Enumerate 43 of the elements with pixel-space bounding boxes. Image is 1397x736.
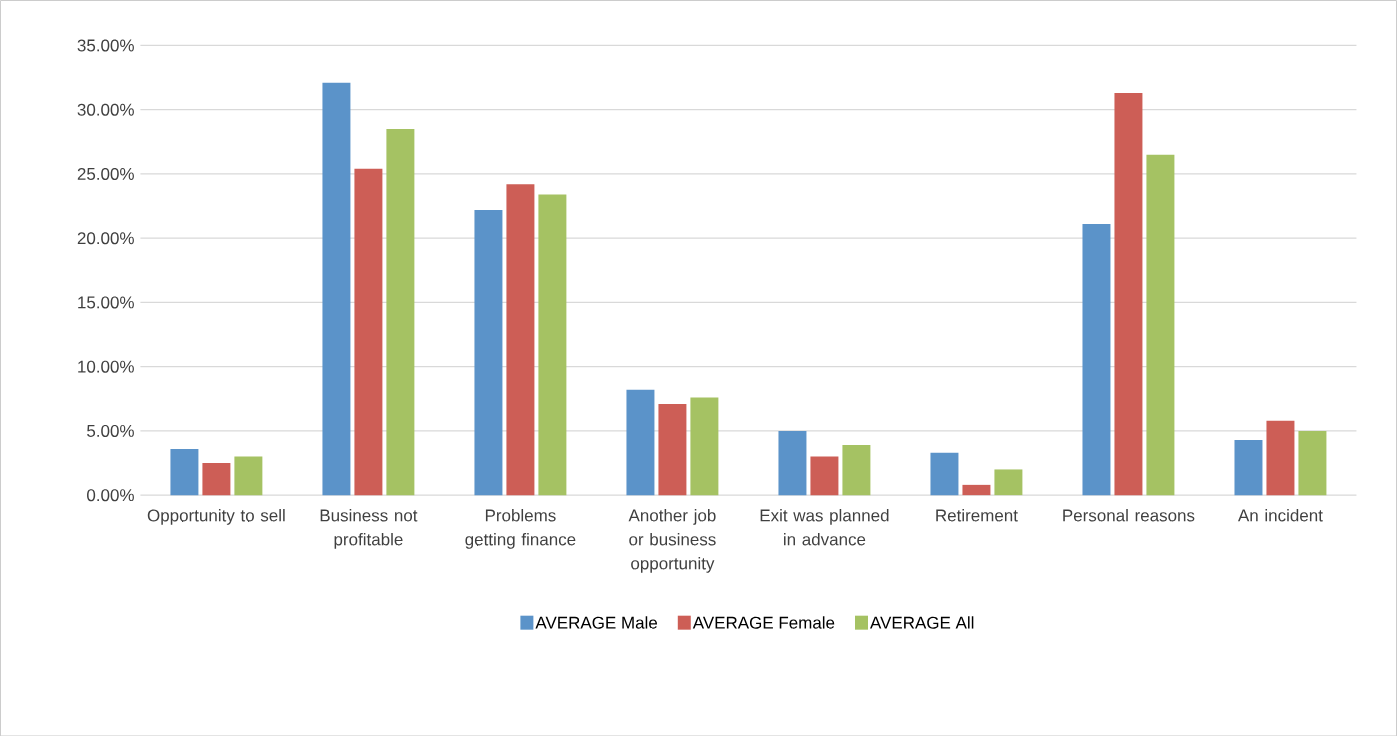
y-tick-label: 25.00% bbox=[77, 167, 134, 180]
bar bbox=[930, 452, 959, 495]
x-tick-label: Opportunity to sell bbox=[147, 508, 285, 525]
bar bbox=[1266, 420, 1295, 495]
bar bbox=[1234, 439, 1263, 495]
bar bbox=[506, 183, 535, 495]
bar bbox=[1082, 223, 1111, 495]
bar bbox=[994, 469, 1023, 495]
y-tick-label: 20.00% bbox=[77, 231, 134, 244]
bar bbox=[354, 168, 383, 495]
x-tick-label: Retirement bbox=[936, 508, 1018, 522]
bar bbox=[626, 389, 655, 495]
y-tick-label: 35.00% bbox=[77, 39, 134, 52]
bar bbox=[810, 456, 839, 495]
x-tick-label: Business not profitable bbox=[320, 508, 418, 549]
y-tick-label: 0.00% bbox=[87, 488, 134, 501]
y-tick-label: 15.00% bbox=[78, 296, 134, 309]
bar bbox=[658, 403, 687, 495]
bar bbox=[690, 397, 719, 495]
bar bbox=[842, 444, 871, 495]
bar bbox=[1146, 154, 1175, 495]
bar bbox=[234, 456, 263, 495]
bar bbox=[322, 82, 351, 495]
y-tick-label: 10.00% bbox=[78, 360, 134, 373]
legend-label: AVERAGE Male bbox=[535, 616, 658, 629]
bar bbox=[170, 448, 199, 495]
x-tick-label: Problems getting finance bbox=[465, 508, 576, 549]
bar bbox=[202, 462, 231, 495]
legend-label: AVERAGE Female bbox=[692, 616, 835, 629]
bar bbox=[474, 209, 503, 495]
y-tick-label: 30.00% bbox=[77, 103, 134, 116]
bar bbox=[962, 484, 991, 495]
bar bbox=[538, 194, 567, 495]
bar bbox=[386, 128, 415, 495]
x-tick-label: Exit was planned in advance bbox=[760, 508, 889, 546]
x-tick-label: Another job or business opportunity bbox=[628, 508, 716, 573]
bar bbox=[1114, 92, 1143, 495]
x-tick-label: An incident bbox=[1237, 508, 1323, 522]
x-tick-label: Personal reasons bbox=[1063, 508, 1195, 522]
bar bbox=[1298, 430, 1327, 495]
y-tick-label: 5.00% bbox=[87, 424, 134, 437]
bar bbox=[778, 430, 807, 495]
legend-label: AVERAGE All bbox=[870, 616, 974, 629]
